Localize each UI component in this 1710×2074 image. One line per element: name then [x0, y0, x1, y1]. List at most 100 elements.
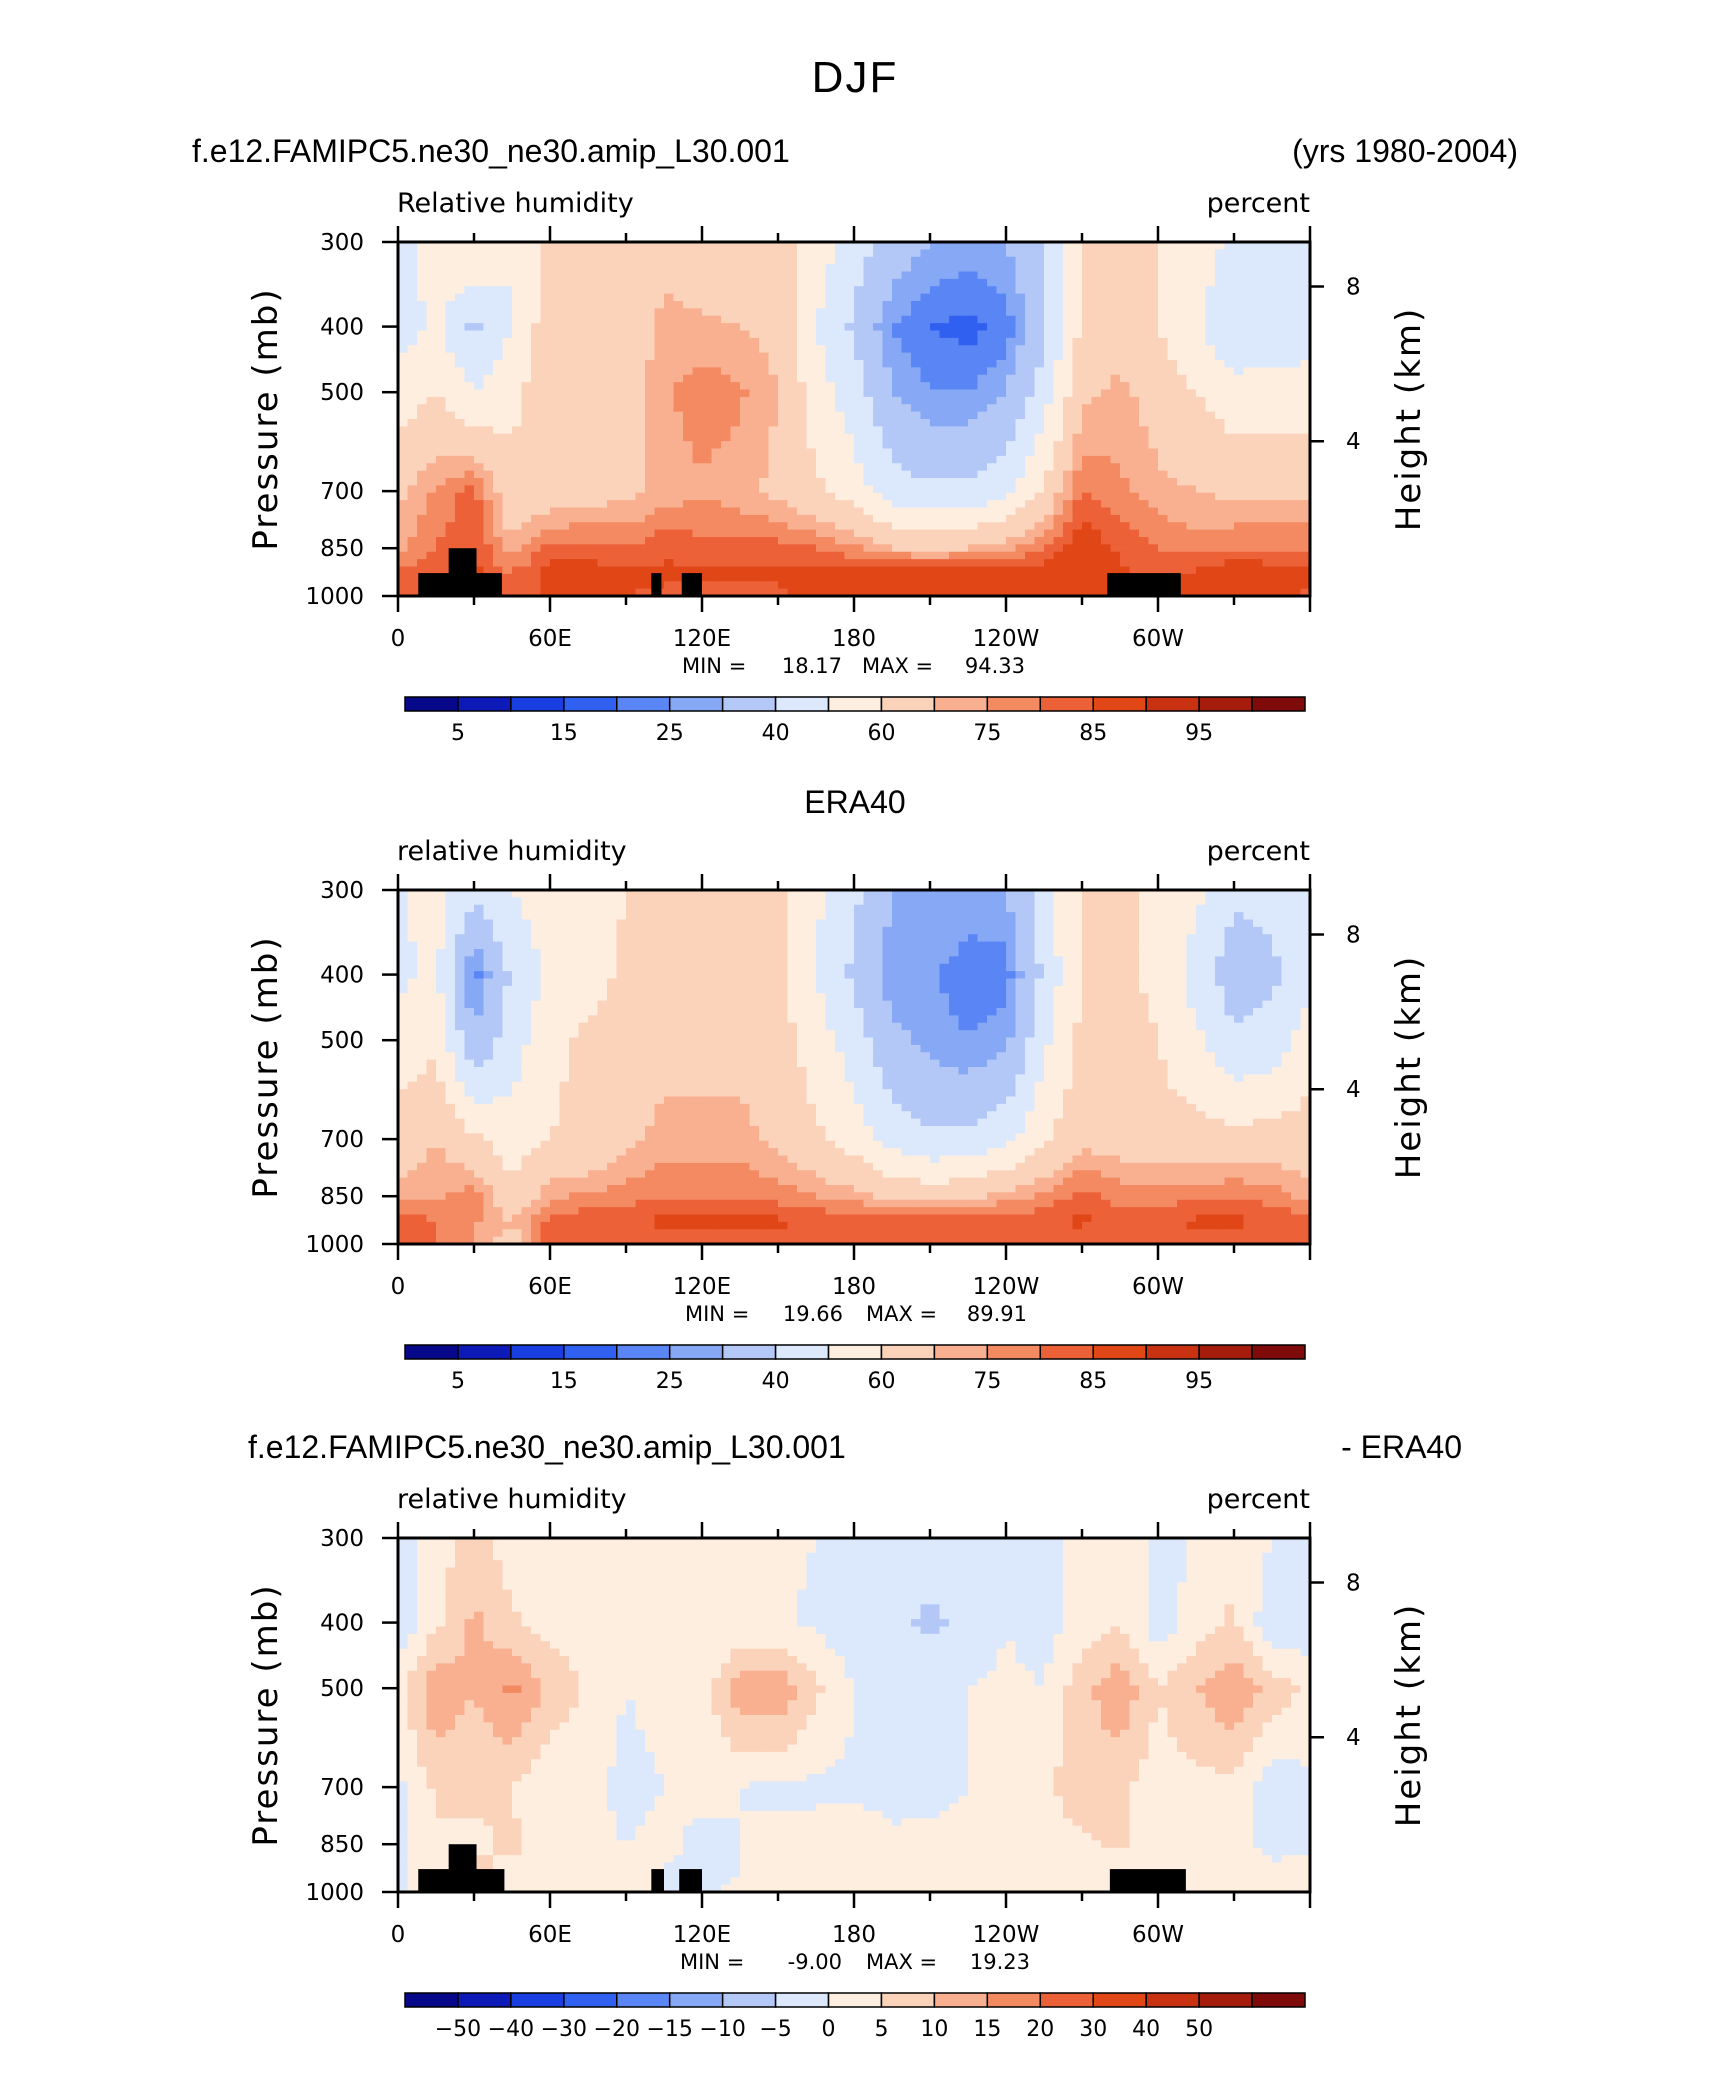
field-cell — [806, 551, 817, 560]
field-cell — [1101, 588, 1112, 597]
field-cell — [844, 337, 855, 346]
field-cell — [1110, 455, 1121, 464]
field-cell — [977, 529, 988, 538]
field-cell — [1186, 389, 1197, 398]
field-cell — [1129, 367, 1140, 376]
field-cell — [588, 581, 599, 590]
field-cell — [1120, 345, 1131, 354]
field-cell — [1110, 301, 1121, 309]
field-cell — [1234, 588, 1245, 597]
field-cell — [702, 581, 713, 590]
field-cell — [578, 433, 589, 442]
field-cell — [854, 463, 865, 472]
field-cell — [569, 588, 580, 597]
field-cell — [911, 581, 922, 590]
field-cell — [521, 463, 532, 472]
field-cell — [987, 293, 998, 302]
field-cell — [474, 470, 485, 479]
field-cell — [588, 249, 599, 258]
field-cell — [1120, 337, 1131, 346]
field-cell — [806, 367, 817, 376]
field-cell — [920, 890, 931, 898]
field-cell — [1262, 890, 1273, 898]
field-cell — [1186, 455, 1197, 464]
field-cell — [464, 455, 475, 464]
field-cell — [977, 890, 988, 898]
field-cell — [1186, 537, 1197, 545]
field-cell — [1253, 566, 1264, 575]
field-cell — [1224, 588, 1235, 597]
field-cell — [911, 500, 922, 509]
field-cell — [1025, 382, 1036, 391]
field-cell — [626, 441, 637, 450]
field-cell — [578, 411, 589, 420]
field-cell — [987, 890, 998, 898]
field-cell — [692, 544, 703, 553]
field-cell — [512, 278, 523, 287]
field-cell — [816, 529, 827, 538]
field-cell — [426, 271, 437, 280]
colorbar-label: 25 — [656, 721, 684, 746]
field-cell — [1167, 500, 1178, 509]
field-cell — [759, 404, 770, 413]
field-cell — [854, 308, 865, 317]
field-cell — [996, 500, 1007, 509]
field-cell — [873, 441, 884, 450]
field-cell — [626, 278, 637, 287]
field-cell — [436, 890, 447, 898]
field-cell — [759, 337, 770, 346]
field-cell — [987, 433, 998, 442]
field-cell — [1196, 242, 1207, 250]
field-cell — [436, 419, 447, 427]
field-cell — [1224, 256, 1235, 265]
field-cell — [892, 286, 903, 295]
field-cell — [664, 249, 675, 258]
field-cell — [692, 566, 703, 575]
field-cell — [1148, 537, 1159, 545]
field-cell — [445, 404, 456, 413]
field-cell — [569, 522, 580, 531]
field-cell — [1148, 286, 1159, 295]
field-cell — [635, 337, 646, 346]
field-cell — [949, 264, 960, 273]
field-cell — [711, 455, 722, 464]
field-cell — [968, 433, 979, 442]
field-cell — [407, 463, 418, 472]
field-cell — [683, 271, 694, 280]
field-cell — [417, 249, 428, 258]
field-cell — [996, 389, 1007, 398]
field-cell — [1148, 411, 1159, 420]
field-cell — [483, 345, 494, 354]
field-cell — [1148, 514, 1159, 523]
field-cell — [702, 448, 713, 457]
field-cell — [654, 463, 665, 472]
field-cell — [863, 485, 874, 494]
field-cell — [835, 433, 846, 442]
field-cell — [1205, 441, 1216, 450]
field-cell — [654, 455, 665, 464]
field-cell — [882, 308, 893, 317]
colorbar-swatch — [457, 696, 512, 712]
field-cell — [901, 890, 912, 898]
field-cell — [1120, 249, 1131, 258]
field-cell — [607, 904, 618, 913]
field-cell — [1091, 404, 1102, 413]
field-cell — [426, 500, 437, 509]
field-cell — [540, 566, 551, 575]
field-cell — [1015, 242, 1026, 250]
field-cell — [958, 581, 969, 590]
field-cell — [711, 478, 722, 486]
field-cell — [901, 433, 912, 442]
field-cell — [512, 337, 523, 346]
field-cell — [778, 271, 789, 280]
field-cell — [1015, 492, 1026, 501]
field-cell — [407, 890, 418, 898]
field-cell — [464, 419, 475, 427]
field-cell — [844, 500, 855, 509]
field-cell — [1167, 242, 1178, 250]
field-cell — [1281, 588, 1292, 597]
field-cell — [721, 308, 732, 317]
field-cell — [645, 330, 656, 339]
field-cell — [502, 382, 513, 391]
field-cell — [1224, 271, 1235, 280]
